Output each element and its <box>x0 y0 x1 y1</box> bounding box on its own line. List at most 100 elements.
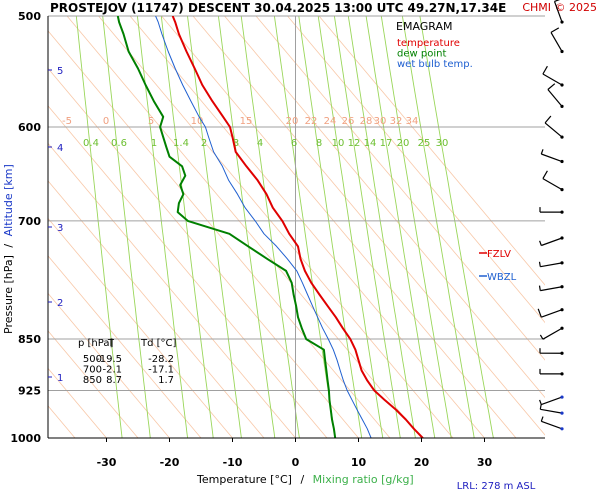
isotherm-line <box>129 16 485 438</box>
mixing-ratio-line <box>347 16 416 438</box>
temperature-tick-label: 30 <box>477 456 493 469</box>
isotherm-line <box>48 67 359 438</box>
wind-barb <box>539 207 564 214</box>
y-axis-label: Pressure [hPa] / Altitude [km] <box>2 164 15 334</box>
isotherm-line <box>192 16 545 436</box>
isotherm-label: 34 <box>406 116 419 127</box>
wind-barb-staff <box>540 262 563 268</box>
wind-barb <box>542 65 564 87</box>
wind-barb-station-dot <box>560 83 564 87</box>
isotherm-line <box>48 217 233 438</box>
isotherm-line <box>48 180 265 438</box>
wind-barb-station-dot <box>560 326 564 330</box>
mixing-ratio-label: 12 <box>348 138 361 149</box>
wind-barb-flag <box>554 0 561 2</box>
legend-item: wet bulb temp. <box>397 59 473 70</box>
wind-barb-staff <box>553 1 563 23</box>
mixing-ratio-label: 17 <box>380 138 393 149</box>
wind-barb-staff <box>540 286 563 292</box>
wind-barb <box>539 326 564 340</box>
wind-barb-staff <box>547 89 563 107</box>
wind-barb <box>544 115 564 139</box>
wind-barb <box>539 348 564 355</box>
mixing-ratio-line <box>136 16 189 438</box>
wind-barb <box>553 0 564 24</box>
temperature-tick-label: -10 <box>223 456 243 469</box>
y-axis-label-separator: / <box>2 244 15 248</box>
isotherm-line <box>161 16 517 438</box>
altitude-tick-label: 3 <box>57 223 63 234</box>
altitude-tick-label: 2 <box>57 298 63 309</box>
wind-barb <box>547 83 564 108</box>
wind-barb-staff <box>541 420 563 430</box>
series-temperature-line <box>171 16 424 438</box>
mixing-ratio-line <box>160 16 214 438</box>
level-table: p [hPa]T Td [°C] 500-19.5 -28.2 700 -2.1 -17.1… <box>78 338 177 386</box>
wind-barb-station-dot <box>560 285 564 289</box>
wind-barb-half-flag <box>539 240 542 246</box>
mixing-ratio-label: 10 <box>332 138 345 149</box>
temperature-tick-labels: -30 -20 -10 0 10 20 30 <box>97 438 493 469</box>
mixing-ratio-line <box>333 16 401 438</box>
wind-barb-half-flag <box>538 285 541 291</box>
wind-barb <box>538 285 564 292</box>
pressure-tick-label: 850 <box>18 333 41 346</box>
mixing-ratio-label: 1.4 <box>173 138 189 149</box>
wind-barb-station-dot <box>560 20 564 24</box>
mixing-ratio-line <box>401 16 475 438</box>
table-cell: -19.5 <box>96 354 122 365</box>
table-cell: 850 <box>83 375 102 386</box>
wind-barb-station-dot <box>560 427 564 431</box>
x-axis-label: Temperature [°C] / Mixing ratio [g/kg] <box>196 473 414 486</box>
wind-barb-flag <box>547 83 556 90</box>
wind-barb-station-dot <box>560 49 564 54</box>
isotherm-line <box>224 16 545 399</box>
wind-barb-staff <box>541 309 563 318</box>
pressure-tick-label: 1000 <box>10 432 41 445</box>
y-axis-label-pressure: Pressure [hPa] <box>2 255 15 334</box>
pressure-tick-label: 925 <box>18 385 41 398</box>
table-cell: -28.2 <box>148 354 174 365</box>
mixing-ratio-line <box>240 16 300 438</box>
wind-barb-flag <box>537 308 542 318</box>
isotherm-line <box>66 16 422 438</box>
wind-barb-half-flag <box>540 416 544 422</box>
copyright: CHMI © 2025 <box>522 1 597 14</box>
mixing-ratio-line <box>419 16 494 438</box>
mixing-ratio-line <box>187 16 242 438</box>
isotherm-label: 24 <box>324 116 337 127</box>
wind-barb-staff <box>542 327 563 340</box>
wind-barb-staff <box>542 178 563 191</box>
mixing-ratio-label: 4 <box>257 138 263 149</box>
lrl-label: LRL: 278 m ASL <box>457 481 536 492</box>
wind-barb-half-flag <box>539 399 542 405</box>
level-marker-label: FZLV <box>487 249 511 260</box>
isotherm-labels: -5 0 5 10 15 20 22 24 26 28 30 32 34 <box>62 116 418 127</box>
wind-barb <box>540 149 564 164</box>
table-header-cell: T <box>107 338 115 349</box>
wind-barb-staff <box>541 237 563 247</box>
altitude-tick-label: 4 <box>57 143 63 154</box>
wind-barb-station-dot <box>560 351 564 355</box>
wind-barb <box>538 261 564 268</box>
altitude-tick-label: 1 <box>57 373 63 384</box>
wind-barb <box>539 368 564 376</box>
wind-barb-station-dot <box>560 261 564 265</box>
altitude-tick-labels: 1 2 3 4 5 <box>48 66 63 384</box>
wind-barb <box>539 395 564 406</box>
isotherm-label: 5 <box>148 116 154 127</box>
wind-barb <box>537 308 564 318</box>
wind-barb-staff <box>542 73 563 86</box>
chart-title: PROSTEJOV (11747) DESCENT 30.04.2025 13:… <box>50 1 506 15</box>
mixing-ratio-line <box>298 16 363 438</box>
mixing-ratio-label: 8 <box>316 138 322 149</box>
isotherm-label: 32 <box>390 116 403 127</box>
isotherm-line <box>48 142 296 438</box>
isotherm-label: -5 <box>62 116 72 127</box>
mixing-ratio-label: 1 <box>151 138 157 149</box>
isotherm-label: 22 <box>305 116 318 127</box>
legend-item: temperature <box>397 38 460 49</box>
wind-barb-staff <box>544 122 563 138</box>
